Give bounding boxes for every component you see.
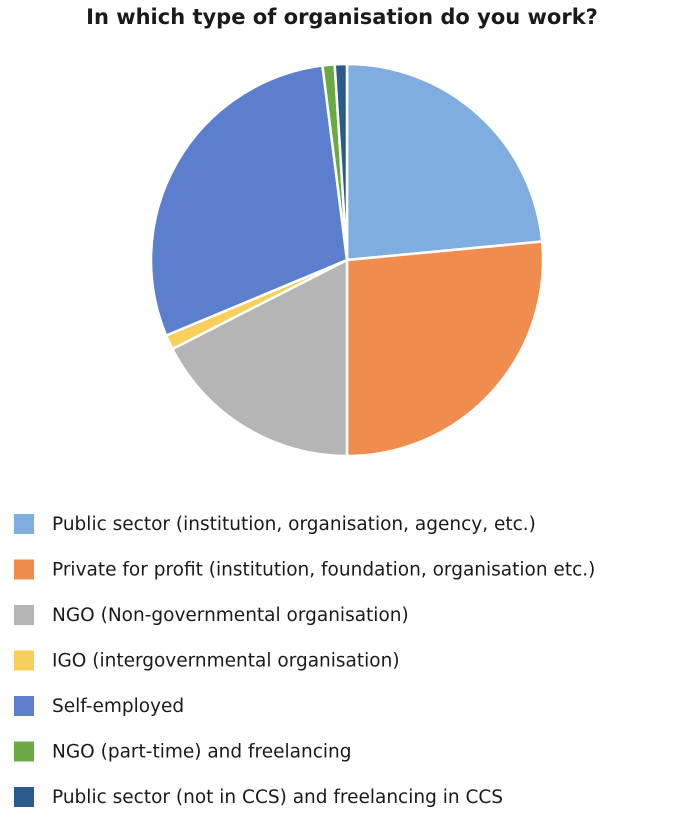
pie-slice bbox=[333, 62, 349, 261]
pie-slice bbox=[149, 64, 349, 338]
legend-label: NGO (Non-governmental organisation) bbox=[52, 605, 409, 626]
pie-slice bbox=[170, 257, 349, 458]
legend-swatch bbox=[14, 787, 34, 807]
pie-slice bbox=[345, 62, 544, 262]
legend-swatch bbox=[14, 514, 34, 534]
legend-label: Self-employed bbox=[52, 696, 184, 717]
legend-swatch bbox=[14, 559, 34, 580]
legend-swatch bbox=[14, 605, 34, 625]
legend-label: NGO (part-time) and freelancing bbox=[52, 742, 352, 763]
pie-slice bbox=[345, 240, 545, 458]
legend-swatch bbox=[14, 741, 34, 762]
legend-swatch bbox=[14, 696, 34, 716]
legend-label: Public sector (institution, organisation… bbox=[52, 514, 536, 535]
chart-title: In which type of organisation do you wor… bbox=[86, 5, 598, 29]
legend-label: Private for profit (institution, foundat… bbox=[52, 560, 595, 581]
legend-label: IGO (intergovernmental organisation) bbox=[52, 651, 400, 672]
legend-label: Public sector (not in CCS) and freelanci… bbox=[52, 787, 503, 808]
legend-swatch bbox=[14, 650, 34, 671]
